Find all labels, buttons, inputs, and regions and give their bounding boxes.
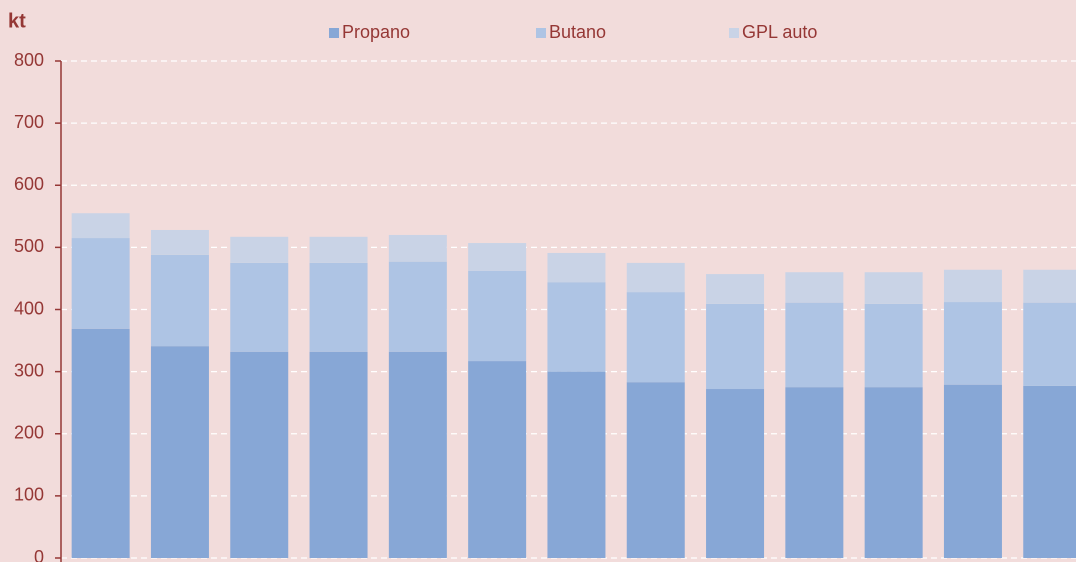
bar-segment <box>626 262 685 293</box>
bar-segment <box>150 346 209 558</box>
bar-segment <box>71 213 130 239</box>
bar-segment <box>785 387 844 558</box>
bar-segment <box>309 236 368 263</box>
bar-segment <box>468 361 527 558</box>
legend-swatch <box>536 28 546 38</box>
bar-segment <box>864 272 923 304</box>
bar-segment <box>706 389 765 558</box>
bar-segment <box>1023 385 1076 558</box>
bar-segment <box>943 269 1002 303</box>
y-tick-label: 400 <box>14 298 44 318</box>
bar-segment <box>71 328 130 558</box>
bar-segment <box>150 254 209 347</box>
bar-segment <box>71 238 130 329</box>
y-tick-label: 600 <box>14 174 44 194</box>
bar-segment <box>230 236 289 263</box>
bar-segment <box>230 262 289 352</box>
y-tick-label: 500 <box>14 236 44 256</box>
bar-segment <box>309 351 368 558</box>
y-tick-label: 800 <box>14 50 44 70</box>
y-axis-label: kt <box>8 10 26 32</box>
legend-swatch <box>329 28 339 38</box>
bar-segment <box>309 262 368 352</box>
bar-segment <box>943 384 1002 558</box>
bar-segment <box>706 303 765 390</box>
bar-segment <box>150 229 209 255</box>
bar-segment <box>388 234 447 262</box>
legend-label: GPL auto <box>742 22 817 42</box>
bar-segment <box>626 292 685 383</box>
bar-segment <box>864 387 923 558</box>
bar-segment <box>468 270 527 362</box>
bar-segment <box>230 351 289 558</box>
legend-label: Propano <box>342 22 410 42</box>
y-tick-label: 100 <box>14 485 44 505</box>
y-tick-label: 0 <box>34 547 44 562</box>
bar-segment <box>468 243 527 271</box>
legend-swatch <box>729 28 739 38</box>
bar-segment <box>547 252 606 283</box>
y-tick-label: 300 <box>14 360 44 380</box>
bar-segment <box>547 371 606 558</box>
bar-segment <box>388 351 447 558</box>
bar-segment <box>1023 302 1076 386</box>
bar-segment <box>1023 269 1076 303</box>
bar-segment <box>706 274 765 304</box>
bar-segment <box>785 302 844 388</box>
bar-segment <box>943 302 1002 385</box>
bar-segment <box>626 382 685 558</box>
y-tick-label: 200 <box>14 423 44 443</box>
y-tick-label: 700 <box>14 112 44 132</box>
bar-segment <box>864 303 923 388</box>
bar-segment <box>785 272 844 303</box>
bar-segment <box>547 282 606 372</box>
bar-segment <box>388 261 447 352</box>
legend-label: Butano <box>549 22 606 42</box>
